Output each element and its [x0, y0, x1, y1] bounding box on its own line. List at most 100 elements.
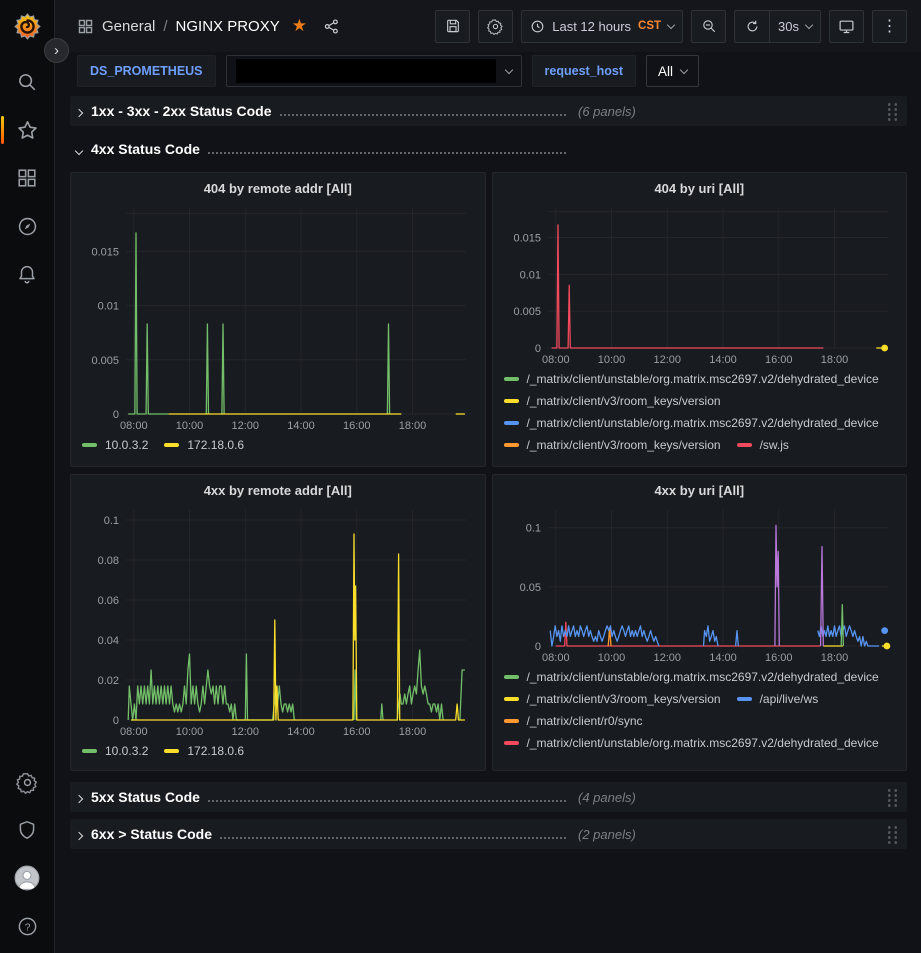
- legend-swatch: [504, 443, 519, 447]
- request-host-variable-select[interactable]: All: [646, 55, 699, 87]
- redacted-value: [236, 59, 496, 83]
- svg-text:16:00: 16:00: [764, 354, 792, 366]
- legend-swatch: [504, 741, 519, 745]
- svg-text:0.01: 0.01: [98, 301, 119, 313]
- favorite-star-icon[interactable]: ★: [292, 16, 307, 36]
- svg-text:0.015: 0.015: [91, 246, 119, 258]
- legend-item[interactable]: /_matrix/client/v3/room_keys/version: [504, 390, 721, 412]
- row-1xx-3xx-2xx[interactable]: 1xx - 3xx - 2xx Status Code (6 panels): [70, 96, 907, 126]
- time-range-picker[interactable]: Last 12 hours CST: [521, 10, 683, 43]
- legend-item[interactable]: /_matrix/client/unstable/org.matrix.msc2…: [504, 368, 879, 390]
- legend-item[interactable]: /_matrix/client/unstable/org.matrix.msc2…: [504, 412, 879, 434]
- svg-text:0: 0: [113, 715, 119, 727]
- dotted-leader: [208, 800, 566, 802]
- help-icon: ?: [16, 915, 39, 938]
- legend-item[interactable]: 172.18.0.6: [164, 434, 244, 456]
- legend-item[interactable]: /_matrix/client/unstable/org.matrix.msc2…: [504, 732, 879, 754]
- grafana-app: ? › General / NGINX PROXY ★: [0, 0, 921, 953]
- legend-label: /_matrix/client/r0/sync: [527, 714, 643, 728]
- panel-legend: /_matrix/client/unstable/org.matrix.msc2…: [502, 368, 898, 462]
- legend-label: /_matrix/client/unstable/org.matrix.msc2…: [527, 372, 879, 386]
- sidebar-item-help[interactable]: ?: [7, 909, 47, 943]
- sidebar-item-explore[interactable]: [7, 209, 47, 243]
- chevron-down-icon: [805, 20, 813, 28]
- breadcrumb: General / NGINX PROXY ★: [77, 16, 340, 36]
- chart-canvas[interactable]: 00.020.040.060.080.108:0010:0012:0014:00…: [80, 504, 476, 740]
- panel-title[interactable]: 404 by uri [All]: [502, 178, 898, 202]
- legend-item[interactable]: /_matrix/client/unstable/org.matrix.msc2…: [504, 666, 879, 688]
- legend-item[interactable]: /api/live/ws: [737, 688, 819, 710]
- panel-title[interactable]: 404 by remote addr [All]: [80, 178, 476, 202]
- panel-4xx-by-remote-addr-all: 4xx by remote addr [All]00.020.040.060.0…: [70, 474, 486, 771]
- legend-label: /_matrix/client/v3/room_keys/version: [527, 438, 721, 452]
- breadcrumb-dashboard-title[interactable]: NGINX PROXY: [176, 18, 280, 35]
- svg-text:0.05: 0.05: [519, 582, 540, 594]
- row-drag-handle[interactable]: [886, 825, 899, 844]
- chart-canvas[interactable]: 00.0050.010.01508:0010:0012:0014:0016:00…: [80, 202, 476, 434]
- svg-text:0.005: 0.005: [91, 355, 119, 367]
- legend-label: /_matrix/client/v3/room_keys/version: [527, 692, 721, 706]
- legend-swatch: [737, 697, 752, 701]
- sidebar-item-alerting[interactable]: [7, 257, 47, 291]
- request-host-variable-label[interactable]: request_host: [532, 55, 637, 87]
- panel-count: (4 panels): [578, 790, 636, 805]
- panel-count: (6 panels): [578, 104, 636, 119]
- bell-icon: [16, 263, 38, 285]
- svg-text:?: ?: [24, 921, 30, 933]
- legend-item[interactable]: /_matrix/client/v3/room_keys/version: [504, 434, 721, 456]
- grafana-logo[interactable]: [7, 9, 47, 43]
- dotted-leader: [280, 114, 566, 116]
- legend-item[interactable]: /sw.js: [737, 434, 789, 456]
- chevron-right-icon: [75, 794, 83, 802]
- sidebar-item-dashboards[interactable]: [7, 161, 47, 195]
- datasource-variable-label[interactable]: DS_PROMETHEUS: [77, 55, 216, 87]
- zoom-out-time-button[interactable]: [691, 10, 726, 43]
- svg-text:0: 0: [534, 343, 540, 355]
- sidebar-expand-button[interactable]: ›: [44, 38, 69, 63]
- row-5xx[interactable]: 5xx Status Code (4 panels): [70, 782, 907, 812]
- save-dashboard-button[interactable]: [435, 10, 470, 43]
- legend-swatch: [504, 697, 519, 701]
- legend-swatch: [504, 377, 519, 381]
- dashboard-settings-button[interactable]: [478, 10, 513, 43]
- share-icon[interactable]: [323, 18, 340, 35]
- dotted-leader: [208, 152, 566, 154]
- refresh-button[interactable]: [734, 10, 769, 43]
- panel-title[interactable]: 4xx by remote addr [All]: [80, 480, 476, 504]
- svg-text:14:00: 14:00: [709, 652, 737, 664]
- svg-text:16:00: 16:00: [764, 652, 792, 664]
- svg-text:0.1: 0.1: [104, 515, 119, 527]
- sidebar-item-configuration[interactable]: [7, 765, 47, 799]
- row-drag-handle[interactable]: [886, 788, 899, 807]
- row-6xx[interactable]: 6xx > Status Code (2 panels): [70, 819, 907, 849]
- tv-mode-button[interactable]: [829, 10, 864, 43]
- panel-legend: 10.0.3.2 172.18.0.6: [80, 740, 476, 766]
- svg-text:0.08: 0.08: [98, 555, 119, 567]
- legend-item[interactable]: 10.0.3.2: [82, 434, 148, 456]
- svg-text:0.1: 0.1: [525, 523, 540, 535]
- chart-canvas[interactable]: 00.0050.010.01508:0010:0012:0014:0016:00…: [502, 202, 898, 368]
- save-icon: [445, 18, 461, 34]
- svg-text:10:00: 10:00: [597, 354, 625, 366]
- sidebar-item-search[interactable]: [7, 65, 47, 99]
- sidebar-item-server-admin[interactable]: [7, 813, 47, 847]
- svg-text:08:00: 08:00: [120, 420, 148, 432]
- svg-text:10:00: 10:00: [176, 420, 204, 432]
- sidebar-item-starred[interactable]: [7, 113, 47, 147]
- breadcrumb-folder[interactable]: General: [102, 18, 155, 35]
- legend-item[interactable]: /_matrix/client/v3/room_keys/version: [504, 688, 721, 710]
- svg-text:0.02: 0.02: [98, 675, 119, 687]
- chart-canvas[interactable]: 00.050.108:0010:0012:0014:0016:0018:00: [502, 504, 898, 666]
- row-4xx[interactable]: 4xx Status Code: [70, 134, 907, 164]
- svg-text:14:00: 14:00: [287, 420, 315, 432]
- legend-item[interactable]: 172.18.0.6: [164, 740, 244, 762]
- legend-item[interactable]: 10.0.3.2: [82, 740, 148, 762]
- datasource-variable-select[interactable]: [226, 55, 522, 87]
- more-options-button[interactable]: ⋮: [872, 10, 907, 43]
- refresh-interval-dropdown[interactable]: 30s: [769, 10, 821, 43]
- sidebar-item-profile[interactable]: [7, 861, 47, 895]
- search-icon: [16, 71, 38, 93]
- panel-title[interactable]: 4xx by uri [All]: [502, 480, 898, 504]
- legend-item[interactable]: /_matrix/client/r0/sync: [504, 710, 643, 732]
- row-drag-handle[interactable]: [886, 102, 899, 121]
